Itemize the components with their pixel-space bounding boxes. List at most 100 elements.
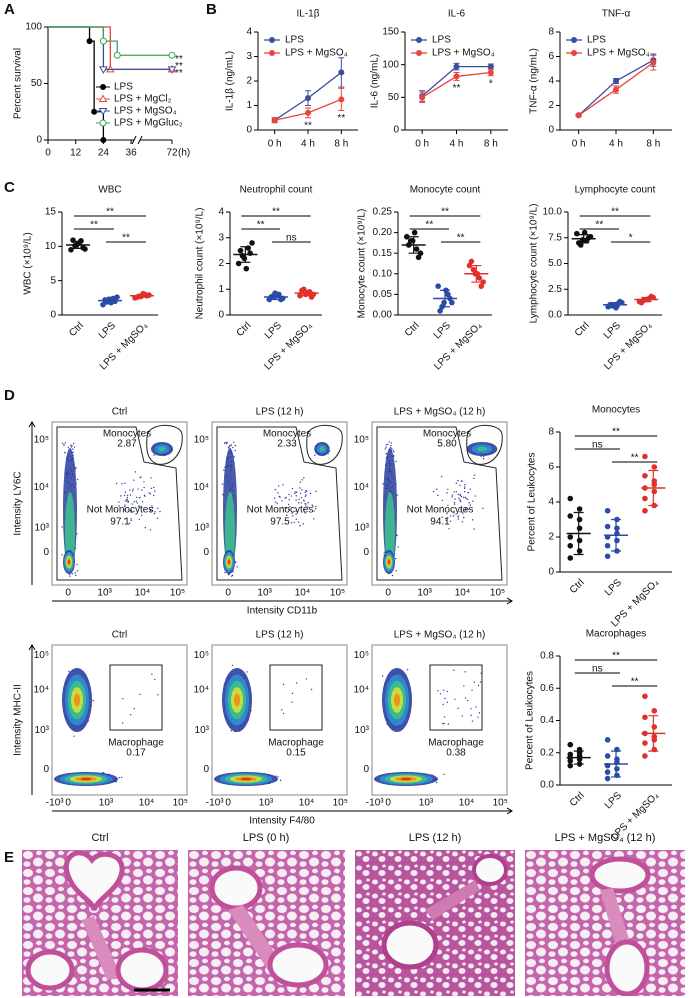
x-tick-label: Ctrl: [67, 320, 86, 339]
event-dot: [75, 466, 77, 469]
event-dot: [157, 694, 159, 696]
event-dot: [395, 557, 397, 560]
event-dot: [72, 451, 74, 453]
significance: **: [106, 207, 114, 218]
legend-marker: [98, 108, 108, 116]
event-dot: [471, 519, 474, 521]
event-dot: [284, 497, 286, 499]
x-tick-label: 4 h: [301, 139, 315, 150]
event-dot: [159, 510, 161, 513]
event-dot: [446, 492, 448, 494]
event-dot: [457, 515, 459, 517]
sd-bar: [301, 289, 312, 297]
event-dot: [274, 488, 277, 491]
y-tick-label: 2: [218, 258, 224, 269]
sd-bar: [573, 511, 584, 556]
significance: **: [90, 220, 98, 231]
event-dot: [118, 505, 120, 507]
event-dot: [223, 469, 225, 471]
event-dot: [482, 507, 484, 510]
gate: [466, 424, 503, 465]
x-tick-label: 10⁴: [139, 798, 154, 809]
event-dot: [464, 697, 467, 699]
plot-title: Ctrl: [112, 630, 128, 641]
event-dot: [299, 487, 301, 489]
event-dot: [446, 512, 448, 515]
event-dot: [304, 495, 307, 498]
event-dot: [153, 494, 155, 497]
event-dot: [124, 482, 126, 484]
event-dot: [233, 456, 235, 458]
event-dot: [463, 685, 465, 687]
survival-curve: [48, 26, 105, 140]
significance: **: [453, 83, 461, 94]
event-dot: [446, 690, 449, 693]
y-tick-label: 8: [548, 427, 554, 438]
event-dot: [118, 776, 121, 779]
event-dot: [482, 455, 485, 458]
y-tick-label: 10⁴: [354, 685, 369, 696]
data-point: [567, 534, 574, 540]
event-dot: [230, 730, 233, 732]
event-dot: [447, 517, 449, 519]
chart-title: Monocyte count: [410, 185, 481, 196]
event-dot: [382, 483, 384, 485]
significance: **: [631, 677, 639, 688]
event-dot: [126, 496, 129, 499]
event-dot: [304, 503, 306, 505]
event-dot: [143, 486, 145, 489]
x-tick-label: 0: [225, 798, 231, 809]
gate-label: Macrophage: [428, 738, 484, 749]
data-point: [243, 265, 250, 272]
axis-break: [137, 135, 143, 145]
x-tick-label: 10⁵: [490, 588, 505, 599]
event-dot: [406, 668, 409, 671]
y-tick-label: 10⁵: [34, 435, 49, 446]
legend-marker: [571, 37, 577, 43]
event-dot: [124, 504, 126, 506]
event-dot: [288, 498, 290, 501]
event-dot: [397, 546, 399, 548]
event-dot: [463, 490, 466, 493]
event-dot: [385, 446, 387, 448]
x-tick-label: 8 h: [334, 139, 348, 150]
density-contour: [394, 693, 400, 707]
data-point: [249, 240, 255, 246]
event-dot: [231, 574, 234, 577]
gate: [109, 664, 163, 731]
event-dot: [302, 523, 305, 525]
marker: [575, 112, 582, 119]
y-tick-label: 100: [382, 59, 399, 70]
legend-marker: [416, 37, 422, 43]
event-dot: [150, 487, 152, 490]
event-dot: [133, 479, 135, 481]
data-point: [648, 293, 655, 300]
gate: [376, 426, 503, 581]
gate: [429, 664, 483, 731]
event-dot: [280, 709, 283, 711]
y-tick-label: 50: [31, 78, 43, 89]
data-point: [604, 769, 611, 775]
event-dot: [305, 678, 308, 680]
event-dot: [477, 684, 480, 687]
marker: [613, 78, 619, 84]
event-dot: [288, 493, 290, 496]
marker: [305, 109, 311, 116]
x-tick-label: Ctrl: [235, 320, 254, 339]
data-point: [604, 775, 611, 782]
event-dot: [462, 510, 465, 512]
event-dot: [68, 670, 70, 673]
event-dot: [455, 491, 458, 493]
y-tick-label: 0: [203, 547, 209, 558]
event-dot: [61, 526, 63, 528]
data-point: [642, 507, 648, 514]
data-point: [567, 758, 574, 764]
event-dot: [76, 478, 79, 481]
histology-image: [188, 850, 345, 996]
event-dot: [76, 570, 79, 572]
event-dot: [294, 492, 296, 495]
marker: [167, 66, 177, 74]
x-axis-label: Intensity F4/80: [249, 816, 315, 827]
event-dot: [465, 509, 467, 511]
y-tick-label: 4: [246, 27, 252, 38]
